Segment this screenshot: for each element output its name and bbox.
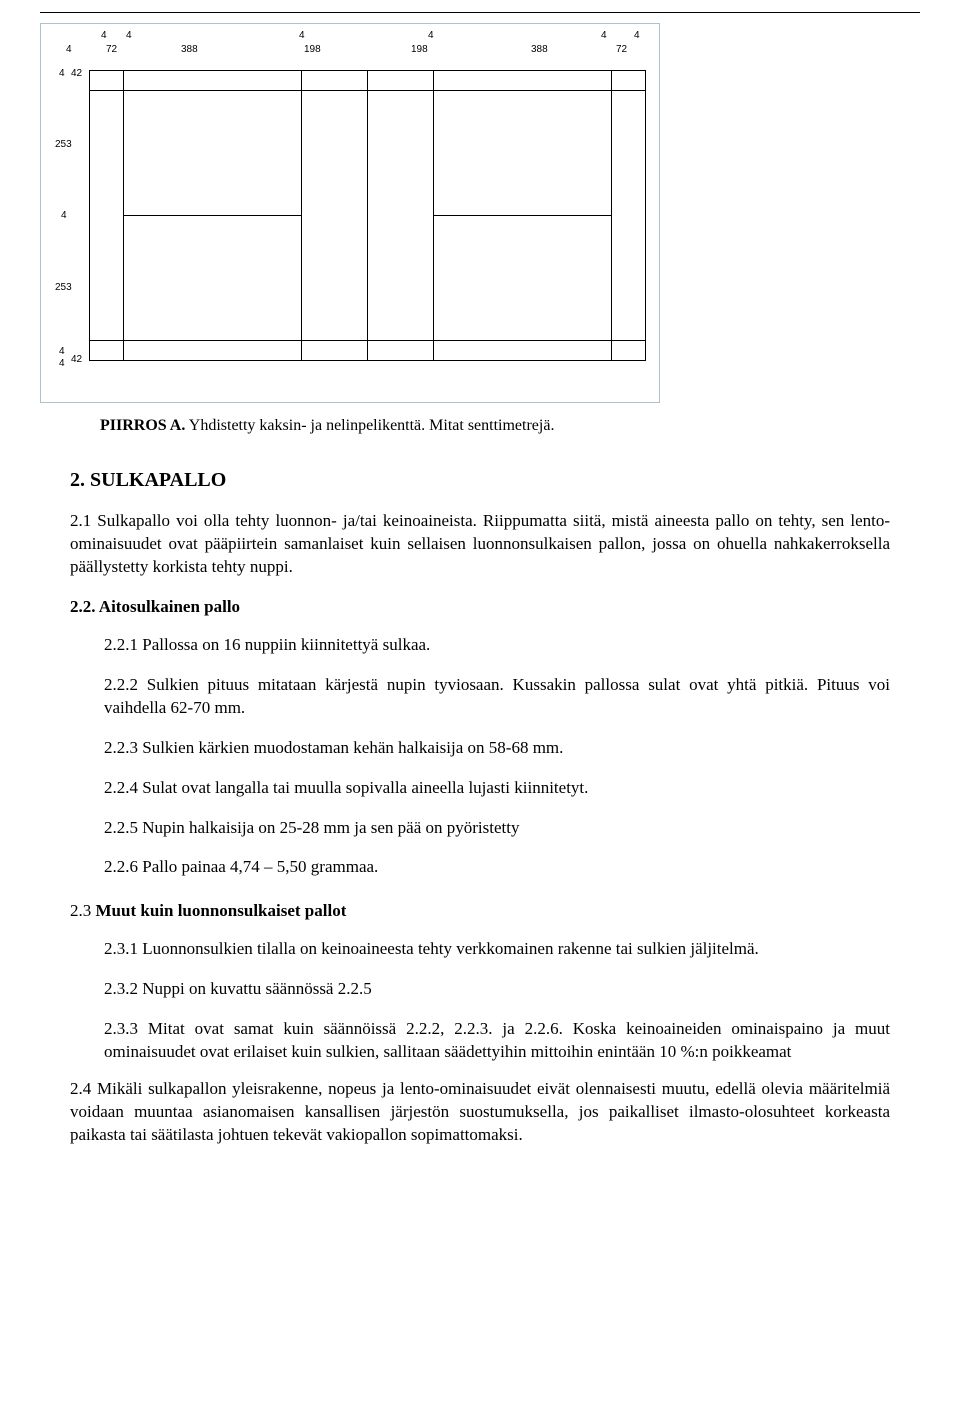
dim-l-4d: 4 [59,346,65,357]
para-2-3-1: 2.3.1 Luonnonsulkien tilalla on keinoain… [104,938,890,961]
dim-l-4b: 4 [59,68,65,79]
dim-388a: 388 [181,44,198,55]
court-outline [89,70,646,361]
dim-top4-1: 4 [101,30,107,41]
dim-top4-6: 4 [634,30,640,41]
top-border-rule [40,12,920,13]
dim-l-253a: 253 [55,139,72,150]
caption-rest: Yhdistetty kaksin- ja nelinpelikenttä. M… [185,417,554,434]
dim-top4-4: 4 [428,30,434,41]
heading-2-3: 2.3 Muut kuin luonnonsulkaiset pallot [70,901,890,921]
dim-l-42a: 42 [71,68,82,79]
caption-bold: PIIRROS A. [100,417,185,434]
heading-2-3-num: 2.3 [70,901,96,920]
dim-198b: 198 [411,44,428,55]
para-2-2-3: 2.2.3 Sulkien kärkien muodostaman kehän … [104,737,890,760]
para-2-2-2: 2.2.2 Sulkien pituus mitataan kärjestä n… [104,674,890,720]
dim-72a: 72 [106,44,117,55]
dim-198a: 198 [304,44,321,55]
document-page: 4 4 4 4 4 4 72 388 198 198 388 72 4 4 42… [0,0,960,1225]
para-2-2-1: 2.2.1 Pallossa on 16 nuppiin kiinnitetty… [104,634,890,657]
heading-2-2: 2.2. Aitosulkainen pallo [70,597,890,617]
dim-l-4e: 4 [59,358,65,369]
para-2-2-4: 2.2.4 Sulat ovat langalla tai muulla sop… [104,777,890,800]
diagram-caption: PIIRROS A. Yhdistetty kaksin- ja nelinpe… [100,417,890,435]
para-2-2-6: 2.2.6 Pallo painaa 4,74 – 5,50 grammaa. [104,856,890,879]
para-2-3-2: 2.3.2 Nuppi on kuvattu säännössä 2.2.5 [104,978,890,1001]
para-2-2-5: 2.2.5 Nupin halkaisija on 25-28 mm ja se… [104,817,890,840]
dim-top4-3: 4 [299,30,305,41]
dim-72b: 72 [616,44,627,55]
court-diagram: 4 4 4 4 4 4 72 388 198 198 388 72 4 4 42… [40,23,660,403]
dim-l-4a: 4 [66,44,72,55]
para-2-1: 2.1 Sulkapallo voi olla tehty luonnon- j… [70,510,890,579]
para-2-4: 2.4 Mikäli sulkapallon yleisrakenne, nop… [70,1078,890,1147]
dim-l-253b: 253 [55,282,72,293]
heading-2-3-bold: Muut kuin luonnonsulkaiset pallot [96,901,347,920]
dim-top4-5: 4 [601,30,607,41]
dim-388b: 388 [531,44,548,55]
dim-l-42b: 42 [71,354,82,365]
section-2-title: 2. SULKAPALLO [70,469,890,492]
dim-l-4c: 4 [61,210,67,221]
dim-top4-2: 4 [126,30,132,41]
para-2-3-3: 2.3.3 Mitat ovat samat kuin säännöissä 2… [104,1018,890,1064]
